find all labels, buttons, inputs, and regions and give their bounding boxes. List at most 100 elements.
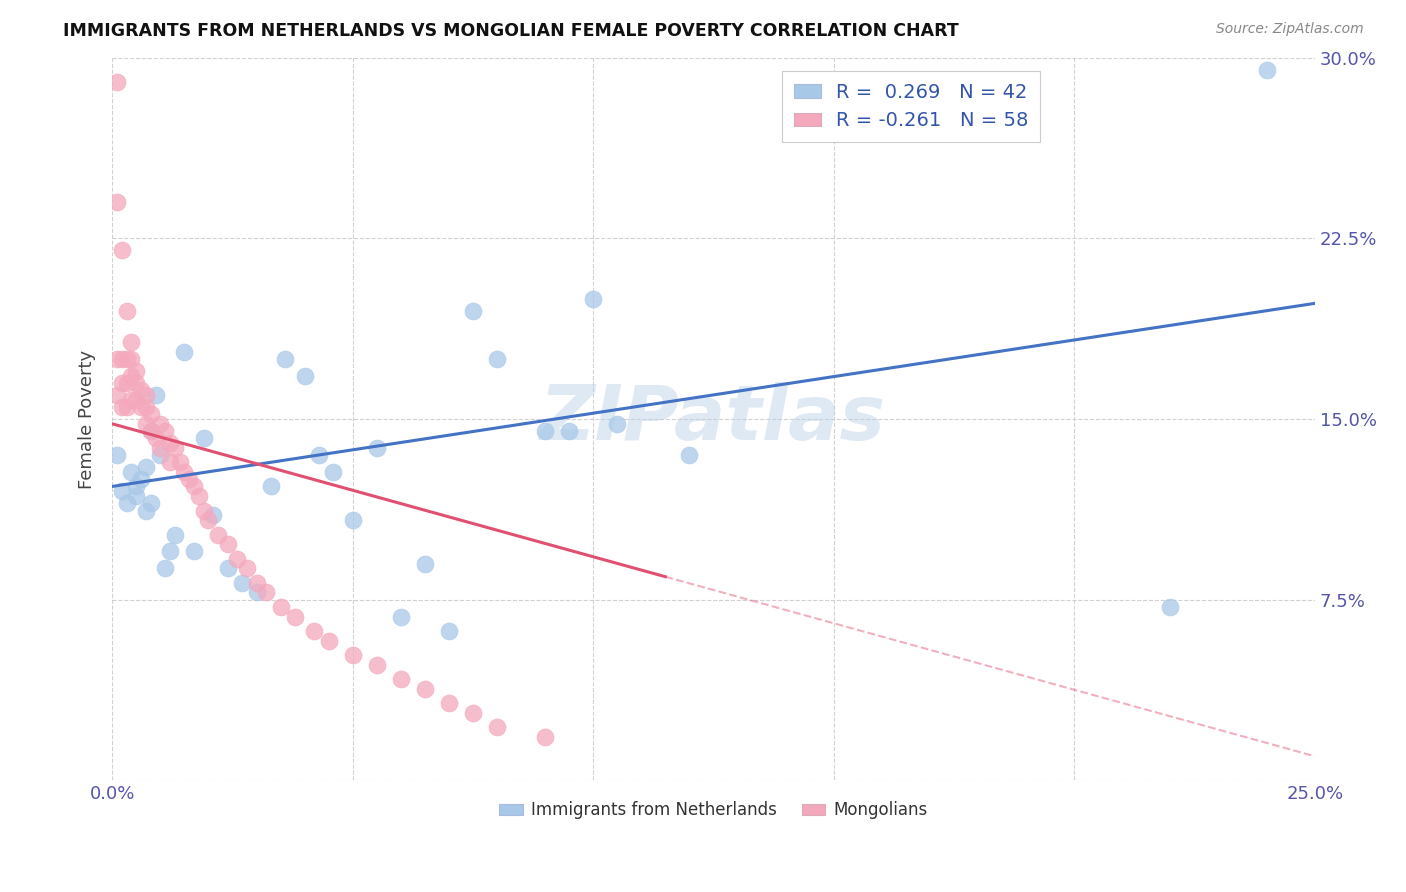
Point (159, 455, 181, 469)
Point (413, 557, 436, 571)
Point (125, 364, 148, 378)
Point (366, 441, 388, 455)
Point (115, 351, 138, 366)
Point (294, 368, 316, 383)
Point (163, 527, 186, 541)
Point (437, 696, 460, 710)
Text: IMMIGRANTS FROM NETHERLANDS VS MONGOLIAN FEMALE POVERTY CORRELATION CHART: IMMIGRANTS FROM NETHERLANDS VS MONGOLIAN… (63, 22, 959, 40)
Point (111, 376, 134, 390)
Point (105, 351, 128, 366)
Point (121, 465, 143, 479)
Point (534, 424, 557, 438)
Y-axis label: Female Poverty: Female Poverty (79, 350, 96, 489)
Point (121, 334, 143, 349)
Point (139, 424, 162, 438)
Point (111, 351, 134, 366)
Point (226, 551, 249, 566)
Point (111, 400, 134, 414)
Point (111, 484, 134, 499)
Point (135, 400, 157, 414)
Point (125, 376, 148, 390)
Point (129, 472, 152, 486)
Point (173, 465, 195, 479)
Point (163, 441, 186, 455)
Point (121, 368, 143, 383)
Point (389, 672, 412, 686)
Point (145, 388, 167, 402)
Point (135, 460, 157, 475)
Point (149, 448, 172, 462)
Point (304, 624, 326, 638)
Point (558, 424, 581, 438)
Point (284, 609, 307, 624)
Point (270, 599, 292, 614)
Point (389, 609, 412, 624)
Point (121, 392, 143, 407)
Point (254, 585, 277, 599)
Point (149, 417, 172, 431)
Point (582, 292, 605, 306)
Point (366, 657, 388, 672)
Text: Source: ZipAtlas.com: Source: ZipAtlas.com (1216, 22, 1364, 37)
Point (125, 479, 148, 493)
Point (187, 489, 209, 503)
Point (169, 455, 191, 469)
Point (606, 417, 628, 431)
Point (149, 441, 172, 455)
Point (236, 561, 259, 575)
Point (153, 561, 176, 575)
Point (159, 544, 181, 558)
Point (207, 527, 229, 541)
Point (135, 388, 157, 402)
Point (105, 448, 128, 462)
Legend: Immigrants from Netherlands, Mongolians: Immigrants from Netherlands, Mongolians (492, 795, 935, 826)
Point (115, 496, 138, 510)
Point (125, 489, 148, 503)
Point (153, 424, 176, 438)
Point (121, 351, 143, 366)
Point (115, 303, 138, 318)
Point (486, 351, 509, 366)
Point (486, 720, 509, 734)
Point (217, 537, 239, 551)
Point (159, 436, 181, 450)
Point (145, 431, 167, 445)
Point (179, 472, 201, 486)
Point (461, 706, 484, 720)
Point (413, 681, 436, 696)
Point (318, 633, 340, 648)
Point (135, 417, 157, 431)
Point (183, 544, 205, 558)
Point (322, 465, 344, 479)
Point (678, 448, 700, 462)
Point (342, 513, 364, 527)
Point (125, 392, 148, 407)
Point (129, 400, 152, 414)
Point (105, 195, 128, 210)
Point (1159, 599, 1181, 614)
Point (534, 730, 557, 744)
Point (139, 407, 162, 421)
Point (308, 448, 330, 462)
Text: ZIPatlas: ZIPatlas (540, 382, 886, 456)
Point (135, 503, 157, 517)
Point (245, 575, 267, 590)
Point (1256, 62, 1278, 77)
Point (139, 424, 162, 438)
Point (193, 431, 215, 445)
Point (105, 388, 128, 402)
Point (197, 513, 219, 527)
Point (245, 585, 267, 599)
Point (202, 508, 225, 523)
Point (105, 75, 128, 89)
Point (129, 383, 152, 397)
Point (231, 575, 253, 590)
Point (183, 479, 205, 493)
Point (173, 344, 195, 359)
Point (139, 496, 162, 510)
Point (115, 376, 138, 390)
Point (342, 648, 364, 662)
Point (115, 400, 138, 414)
Point (111, 244, 134, 258)
Point (217, 561, 239, 575)
